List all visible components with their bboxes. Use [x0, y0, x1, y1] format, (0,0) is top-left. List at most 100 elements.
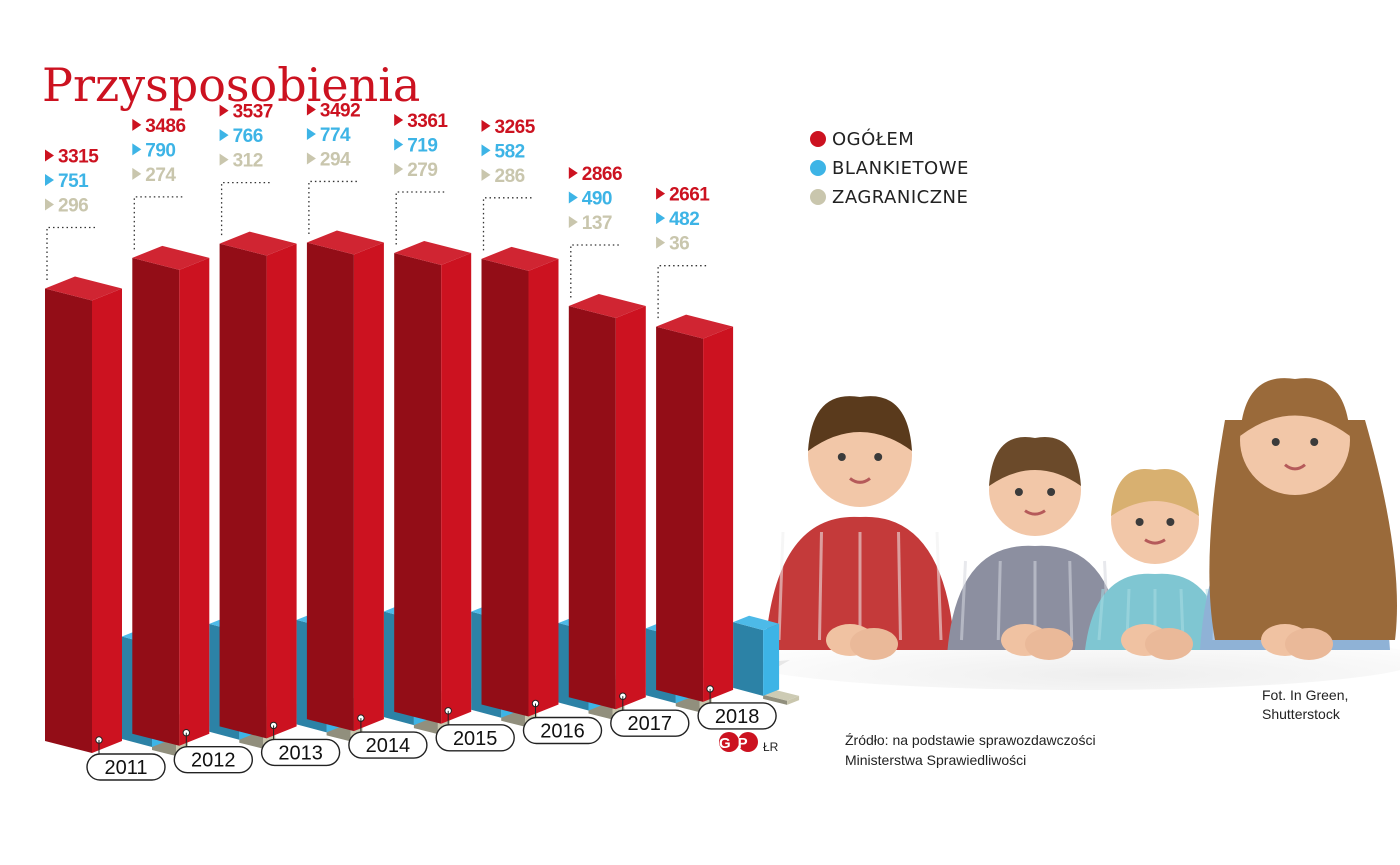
value-ogolem-marker [656, 187, 666, 200]
chart-title: Przysposobienia [42, 58, 420, 112]
photo-credit-line-1: Fot. In Green, [1262, 687, 1348, 703]
leader-line [395, 191, 445, 246]
logo-mark: GP [719, 735, 755, 752]
legend-item-blankietowe: BLANKIETOWE [810, 158, 969, 179]
year-text: 2017 [628, 713, 673, 735]
value-zagraniczne: 294 [320, 149, 351, 170]
year-text: 2014 [366, 735, 411, 757]
value-ogolem-marker [394, 114, 404, 127]
year-text: 2012 [191, 750, 236, 772]
legend-swatch-zagraniczne [810, 189, 826, 205]
value-blankietowe-marker [481, 144, 491, 157]
value-zagraniczne-marker [306, 152, 316, 165]
child-figure [765, 396, 955, 660]
year-label-2015: 2015 [435, 710, 515, 752]
value-blankietowe-marker [219, 129, 229, 142]
bar-ogolem-2016 [481, 246, 559, 717]
value-zagraniczne: 312 [233, 151, 263, 172]
value-zagraniczne: 274 [145, 165, 176, 186]
bar-ogolem-2012 [132, 245, 210, 746]
value-blankietowe: 751 [58, 171, 89, 192]
leader-line [133, 196, 183, 250]
legend-swatch-blankietowe [810, 160, 826, 176]
bar-ogolem-2017 [568, 293, 646, 710]
value-blankietowe: 774 [320, 125, 351, 146]
value-blankietowe-marker [656, 212, 666, 225]
bar-ogolem-2013 [219, 231, 297, 739]
year-text: 2011 [104, 757, 147, 779]
value-blankietowe-marker [568, 191, 578, 204]
value-zagraniczne: 36 [669, 234, 689, 255]
value-group-2018: 2661 482 36 [656, 185, 711, 319]
bar-zagraniczne-2018 [763, 689, 800, 705]
bar-blankietowe-2018 [733, 615, 780, 696]
value-zagraniczne-marker [45, 198, 54, 211]
photo-credit: Fot. In Green, Shutterstock [1262, 687, 1348, 722]
leader-line [220, 181, 270, 236]
value-group-2015: 3361 719 279 [394, 111, 449, 246]
value-ogolem: 2866 [582, 164, 622, 185]
bars [45, 230, 800, 756]
value-zagraniczne-marker [656, 236, 666, 249]
value-ogolem: 3537 [233, 102, 273, 123]
bar-ogolem-2015 [394, 241, 472, 724]
child-figure [947, 437, 1123, 660]
bar-ogolem-2014 [306, 230, 384, 732]
value-blankietowe-marker [132, 143, 142, 156]
leader-line [482, 197, 532, 251]
value-ogolem: 3361 [407, 111, 448, 132]
value-group-2016: 3265 582 286 [481, 117, 536, 251]
legend-label-blankietowe: BLANKIETOWE [832, 158, 969, 179]
value-zagraniczne: 279 [407, 160, 437, 181]
year-text: 2018 [715, 706, 760, 728]
year-text: 2013 [278, 742, 323, 764]
value-ogolem-marker [306, 103, 316, 116]
leader-line [570, 244, 619, 298]
year-label-2014: 2014 [348, 718, 428, 759]
legend-item-ogolem: OGÓŁEM [810, 128, 914, 150]
value-blankietowe-marker [306, 127, 316, 140]
leader-line [46, 226, 95, 281]
logo-circle-p [738, 732, 758, 752]
year-label-2017: 2017 [610, 696, 690, 737]
value-group-2017: 2866 490 137 [568, 164, 623, 298]
year-text: 2015 [453, 728, 498, 750]
child-figure [1200, 378, 1397, 660]
value-ogolem: 2661 [669, 185, 710, 206]
value-zagraniczne-marker [568, 215, 578, 228]
legend: OGÓŁEM BLANKIETOWE ZAGRANICZNE [810, 128, 969, 208]
logo-circle-g [719, 732, 739, 752]
value-blankietowe-marker [45, 174, 54, 187]
leader-line [308, 180, 357, 235]
source-note: Źródło: na podstawie sprawozdawczości Mi… [845, 732, 1096, 768]
value-blankietowe: 490 [582, 188, 612, 209]
value-ogolem: 3486 [145, 116, 185, 137]
value-ogolem-marker [568, 166, 578, 179]
source-line-2: Ministerstwa Sprawiedliwości [845, 752, 1026, 768]
source-line-1: Źródło: na podstawie sprawozdawczości [845, 732, 1096, 748]
legend-label-zagraniczne: ZAGRANICZNE [832, 187, 968, 208]
bar-ogolem-2011 [45, 276, 122, 753]
value-group-2012: 3486 790 274 [132, 116, 186, 250]
year-label-2013: 2013 [260, 725, 341, 767]
value-zagraniczne-marker [394, 163, 404, 176]
value-ogolem: 3265 [495, 117, 536, 138]
photo-credit-line-2: Shutterstock [1262, 706, 1341, 722]
year-labels: 2011 2012 2013 2014 2015 2016 2017 2018 [86, 685, 777, 781]
value-ogolem-marker [45, 149, 54, 162]
year-label-2016: 2016 [522, 703, 603, 745]
year-text: 2016 [540, 721, 585, 743]
bar-ogolem-2018 [656, 314, 734, 702]
value-zagraniczne-marker [219, 153, 229, 166]
value-group-2011: 3315 751 296 [45, 147, 100, 281]
legend-label-ogolem: OGÓŁEM [832, 128, 914, 150]
value-blankietowe: 482 [669, 209, 699, 230]
value-ogolem: 3315 [58, 147, 99, 168]
value-zagraniczne: 286 [495, 166, 525, 187]
legend-swatch-ogolem [810, 131, 826, 147]
value-ogolem: 3492 [320, 100, 360, 121]
legend-item-zagraniczne: ZAGRANICZNE [810, 187, 968, 208]
leader-line [657, 265, 707, 319]
value-labels: 3315 751 296 3486 790 274 3537 766 312 3492 774 294… [45, 100, 711, 319]
